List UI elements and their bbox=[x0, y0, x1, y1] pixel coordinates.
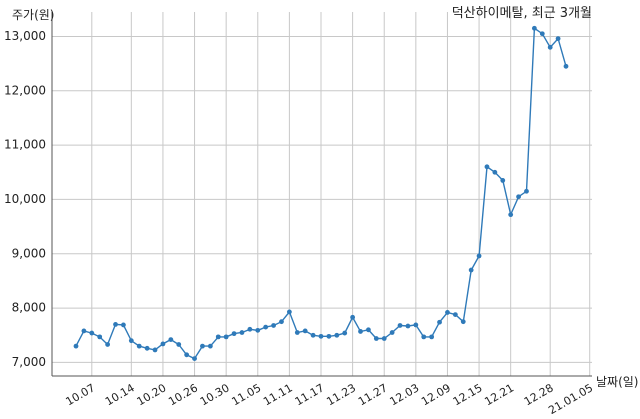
price-point bbox=[81, 328, 87, 334]
x-tick-label: 11.17 bbox=[293, 381, 327, 408]
price-point bbox=[539, 31, 545, 37]
price-point bbox=[136, 343, 142, 349]
price-point bbox=[405, 323, 411, 329]
price-point bbox=[128, 338, 134, 344]
price-point bbox=[310, 332, 316, 338]
price-point bbox=[381, 336, 387, 341]
x-tick-label: 10.30 bbox=[198, 381, 232, 408]
x-axis-title: 날짜(일) bbox=[596, 375, 638, 389]
y-tick-label: 10,000 bbox=[4, 192, 46, 206]
price-point bbox=[334, 332, 340, 338]
price-point bbox=[247, 326, 253, 332]
price-point bbox=[500, 178, 506, 183]
y-tick-label: 8,000 bbox=[12, 301, 46, 315]
y-axis-ticks: 7,000 8,000 9,000 10,000 11,000 12,000 13,000 bbox=[4, 29, 46, 369]
price-point bbox=[207, 343, 213, 349]
price-point bbox=[231, 331, 237, 337]
price-point bbox=[350, 314, 356, 320]
y-axis-title: 주가(원) bbox=[12, 8, 54, 22]
price-point bbox=[516, 194, 521, 200]
price-point bbox=[318, 333, 324, 339]
y-tick-label: 12,000 bbox=[4, 83, 46, 97]
price-point bbox=[286, 309, 292, 315]
axes bbox=[51, 12, 592, 377]
price-point bbox=[89, 330, 95, 336]
x-tick-label: 11.23 bbox=[324, 381, 358, 408]
x-tick-label: 11.27 bbox=[356, 381, 390, 408]
price-point bbox=[176, 342, 182, 347]
price-point bbox=[547, 44, 553, 50]
price-point bbox=[144, 345, 150, 351]
price-point bbox=[563, 63, 569, 69]
x-tick-label: 11.05 bbox=[229, 381, 263, 408]
price-point bbox=[184, 352, 190, 358]
chart-title: 덕산하이메탈, 최근 3개월 bbox=[452, 6, 592, 21]
price-point bbox=[200, 343, 205, 349]
x-tick-label: 10.26 bbox=[166, 381, 200, 408]
price-point bbox=[342, 330, 348, 336]
series bbox=[73, 25, 569, 362]
price-point bbox=[492, 169, 498, 175]
price-point bbox=[73, 343, 79, 349]
x-tick-label: 11.11 bbox=[261, 381, 295, 408]
price-point bbox=[152, 347, 158, 353]
price-point bbox=[484, 164, 490, 170]
y-tick-label: 7,000 bbox=[12, 355, 46, 369]
x-tick-label: 21.01.05 bbox=[546, 381, 595, 414]
price-point bbox=[524, 188, 529, 194]
price-point bbox=[168, 337, 174, 342]
price-point bbox=[555, 36, 561, 42]
x-axis-ticks: 10.07 10.1410.2010.2610.3011.0511.1111.17… bbox=[64, 381, 596, 417]
price-point bbox=[326, 333, 332, 339]
price-point bbox=[468, 267, 474, 273]
price-point bbox=[263, 324, 269, 330]
x-tick-label: 12.21 bbox=[482, 381, 516, 408]
y-tick-label: 13,000 bbox=[4, 29, 46, 43]
price-point bbox=[294, 330, 300, 335]
price-point bbox=[413, 322, 419, 328]
price-point bbox=[445, 310, 450, 315]
price-point bbox=[255, 327, 261, 333]
price-point bbox=[531, 25, 537, 31]
y-tick-label: 11,000 bbox=[4, 138, 46, 152]
price-point bbox=[460, 319, 466, 325]
price-point bbox=[160, 341, 166, 347]
price-point bbox=[373, 336, 379, 341]
price-point bbox=[271, 323, 276, 328]
x-tick-label: 12.15 bbox=[451, 381, 485, 408]
price-point bbox=[279, 319, 284, 325]
price-point bbox=[358, 329, 363, 334]
price-point bbox=[429, 334, 435, 340]
price-point bbox=[302, 328, 308, 334]
price-point bbox=[223, 334, 229, 340]
price-point bbox=[121, 322, 126, 328]
price-point bbox=[215, 334, 221, 340]
price-point bbox=[508, 212, 514, 218]
price-point bbox=[437, 319, 442, 325]
price-point bbox=[389, 330, 395, 335]
price-point bbox=[476, 253, 482, 259]
x-tick-label: 10.20 bbox=[135, 381, 169, 408]
price-point bbox=[452, 312, 458, 318]
price-point bbox=[113, 321, 118, 327]
y-tick-label: 9,000 bbox=[12, 246, 46, 260]
price-point bbox=[421, 334, 427, 340]
x-tick-label: 12.03 bbox=[388, 381, 422, 408]
grid bbox=[52, 12, 592, 376]
x-tick-label: 10.14 bbox=[103, 381, 137, 408]
x-tick-label: 10.07 bbox=[64, 381, 98, 408]
price-point bbox=[366, 327, 371, 333]
price-point bbox=[192, 356, 197, 362]
price-point bbox=[397, 323, 403, 328]
x-tick-label: 12.09 bbox=[419, 381, 453, 408]
price-point bbox=[105, 342, 111, 347]
price-point bbox=[239, 330, 245, 335]
price-point bbox=[97, 334, 103, 340]
